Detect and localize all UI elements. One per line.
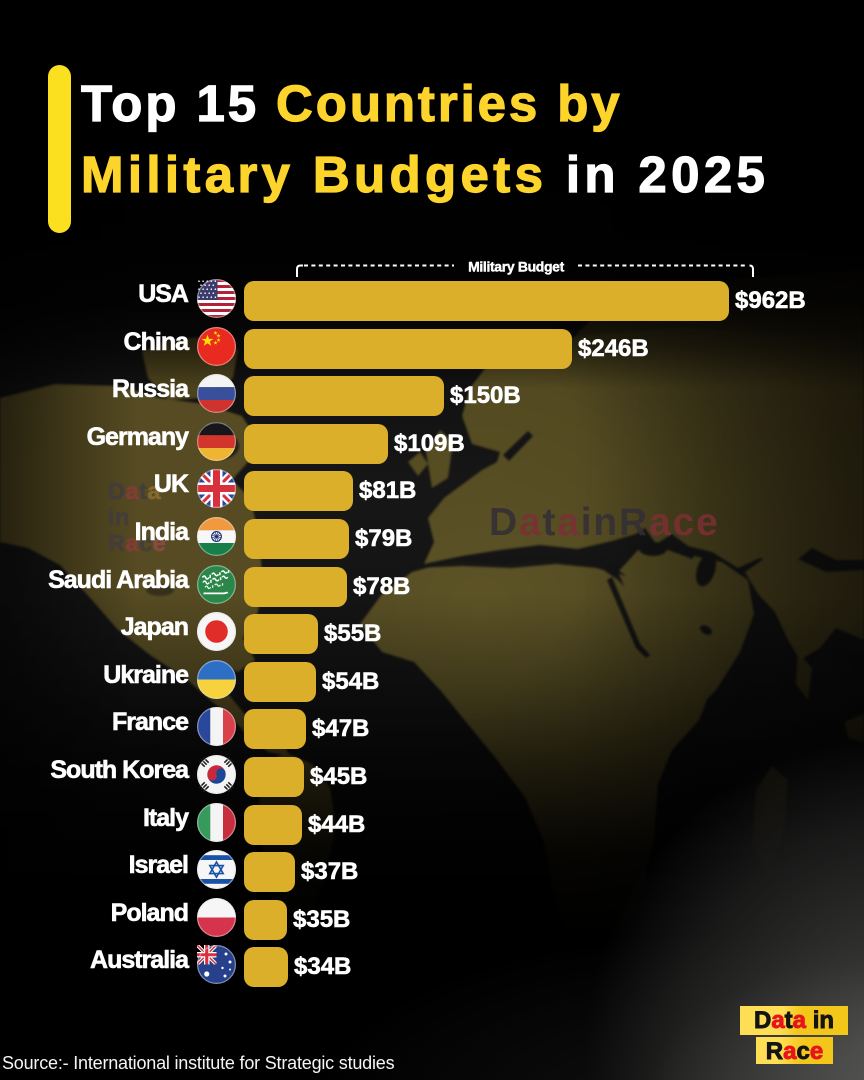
svg-text:Military Budget: Military Budget [468, 259, 565, 275]
